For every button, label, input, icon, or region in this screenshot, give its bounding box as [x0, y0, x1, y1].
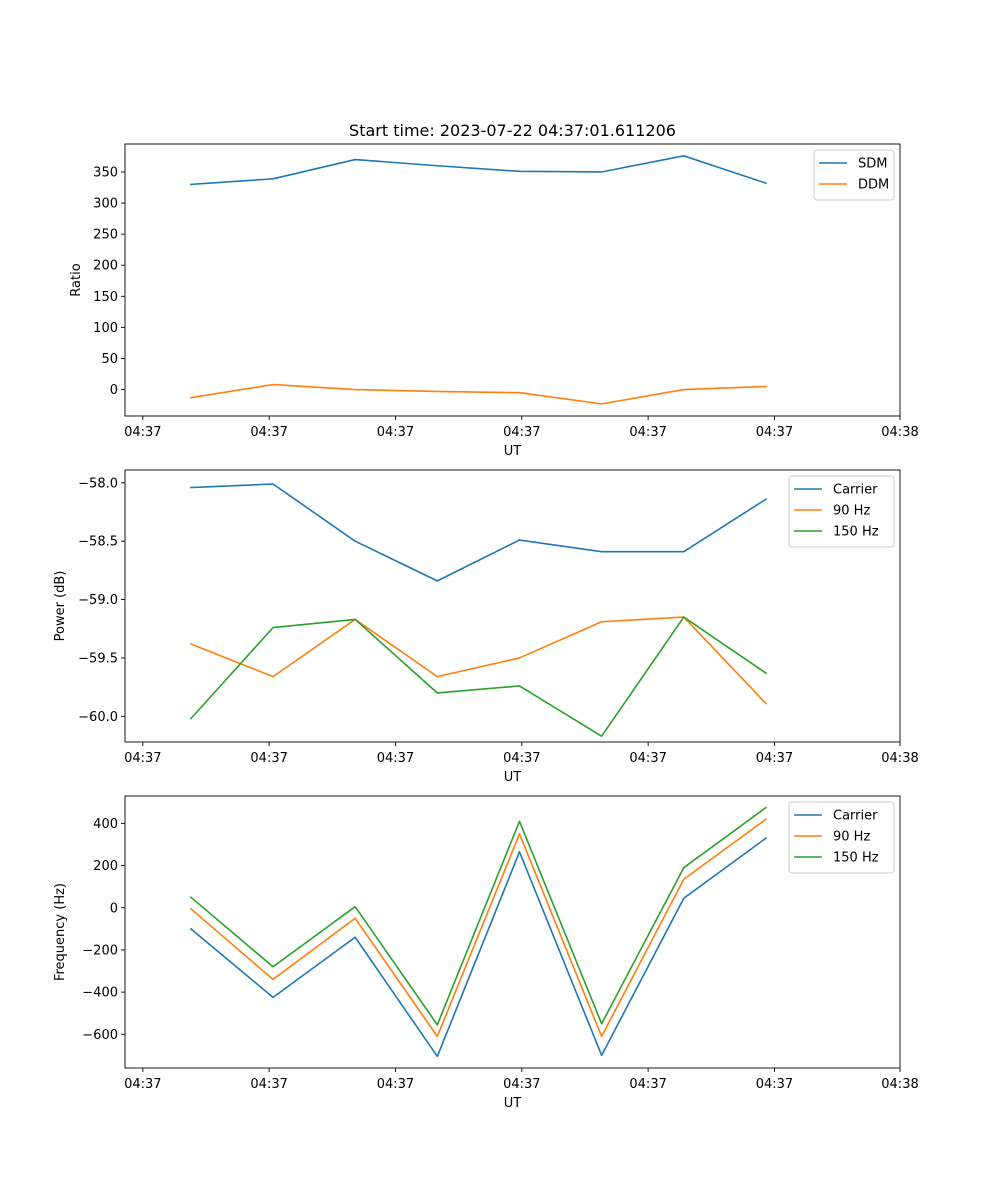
x-axis-label: UT [504, 770, 522, 785]
x-tick-label: 04:37 [629, 425, 666, 440]
y-tick-label: 200 [93, 259, 118, 274]
axes-frame [124, 469, 901, 743]
y-tick-label: 400 [93, 817, 118, 832]
series-line-sdm [190, 155, 767, 186]
x-tick-label: 04:37 [377, 751, 414, 766]
y-tick-label: 350 [93, 165, 118, 180]
series-line-carrier [189, 837, 768, 1058]
x-axis-label: UT [504, 1096, 522, 1111]
series-line-150-hz [189, 806, 768, 1026]
legend: Carrier 90 Hz 150 Hz [788, 475, 895, 548]
y-tick-label: −59.5 [78, 651, 118, 666]
x-tick-label: 04:37 [756, 751, 793, 766]
y-tick-label: 200 [93, 859, 118, 874]
y-tick-label: 300 [93, 197, 118, 212]
legend-entry: 90 Hz [833, 504, 870, 519]
legend-box [788, 801, 895, 874]
x-tick-label: 04:37 [250, 425, 287, 440]
series-line-carrier [190, 483, 768, 582]
y-tick-label: 150 [93, 290, 118, 305]
legend-entry: 150 Hz [833, 851, 879, 866]
x-tick-label: 04:38 [881, 751, 918, 766]
x-tick-label: 04:37 [377, 425, 414, 440]
chart-panel-3: −600 −400 −200 0 200 400 04:37 04:37 04:37 04:37 0… [53, 795, 919, 1111]
x-tick-label: 04:37 [629, 751, 666, 766]
legend-entry: DDM [858, 178, 889, 193]
series-line-90-hz [189, 616, 768, 705]
x-tick-label: 04:37 [503, 751, 540, 766]
legend-entry: SDM [858, 157, 887, 172]
x-tick-label: 04:37 [629, 1077, 666, 1092]
chart-panel-1: Start time: 2023-07-22 04:37:01.611206 0 5… [69, 121, 919, 459]
y-tick-label: −58.0 [78, 476, 118, 491]
legend-entry: 150 Hz [833, 525, 879, 540]
x-tick-label: 04:37 [503, 425, 540, 440]
legend: SDM DDM [813, 149, 895, 201]
axes-frame [124, 795, 901, 1069]
axes-frame [124, 143, 901, 417]
x-tick-label: 04:37 [124, 751, 161, 766]
y-axis-label: Frequency (Hz) [53, 883, 68, 981]
y-tick-label: 50 [101, 352, 118, 367]
y-tick-label: 0 [110, 383, 118, 398]
x-tick-label: 04:37 [503, 1077, 540, 1092]
y-tick-label: −58.5 [78, 535, 118, 550]
legend-entry: Carrier [833, 809, 878, 824]
y-tick-label: 100 [93, 321, 118, 336]
legend: Carrier 90 Hz 150 Hz [788, 801, 895, 874]
y-tick-label: −400 [82, 986, 118, 1001]
chart-panel-2: −60.0 −59.5 −59.0 −58.5 −58.0 04:37 04:37 04:37… [53, 469, 919, 785]
x-tick-label: 04:37 [756, 1077, 793, 1092]
x-tick-label: 04:37 [377, 1077, 414, 1092]
y-tick-label: −59.0 [78, 593, 118, 608]
y-tick-label: −60.0 [78, 710, 118, 725]
x-tick-label: 04:37 [250, 1077, 287, 1092]
x-tick-label: 04:38 [881, 1077, 918, 1092]
y-axis-label: Power (dB) [53, 571, 68, 642]
x-tick-label: 04:38 [881, 425, 918, 440]
chart-title: Start time: 2023-07-22 04:37:01.611206 [349, 121, 676, 140]
series-line-150-hz [189, 616, 768, 737]
x-tick-label: 04:37 [250, 751, 287, 766]
series-line-ddm [189, 383, 767, 405]
legend-box [788, 475, 895, 548]
y-tick-label: −600 [82, 1028, 118, 1043]
y-tick-label: −200 [82, 943, 118, 958]
legend-entry: Carrier [833, 483, 878, 498]
y-tick-label: 0 [110, 901, 118, 916]
series-line-90-hz [189, 818, 768, 1038]
legend-entry: 90 Hz [833, 830, 870, 845]
x-axis-label: UT [504, 444, 522, 459]
y-axis-label: Ratio [69, 263, 84, 296]
y-tick-label: 250 [93, 228, 118, 243]
x-tick-label: 04:37 [756, 425, 793, 440]
x-tick-label: 04:37 [124, 425, 161, 440]
x-tick-label: 04:37 [124, 1077, 161, 1092]
